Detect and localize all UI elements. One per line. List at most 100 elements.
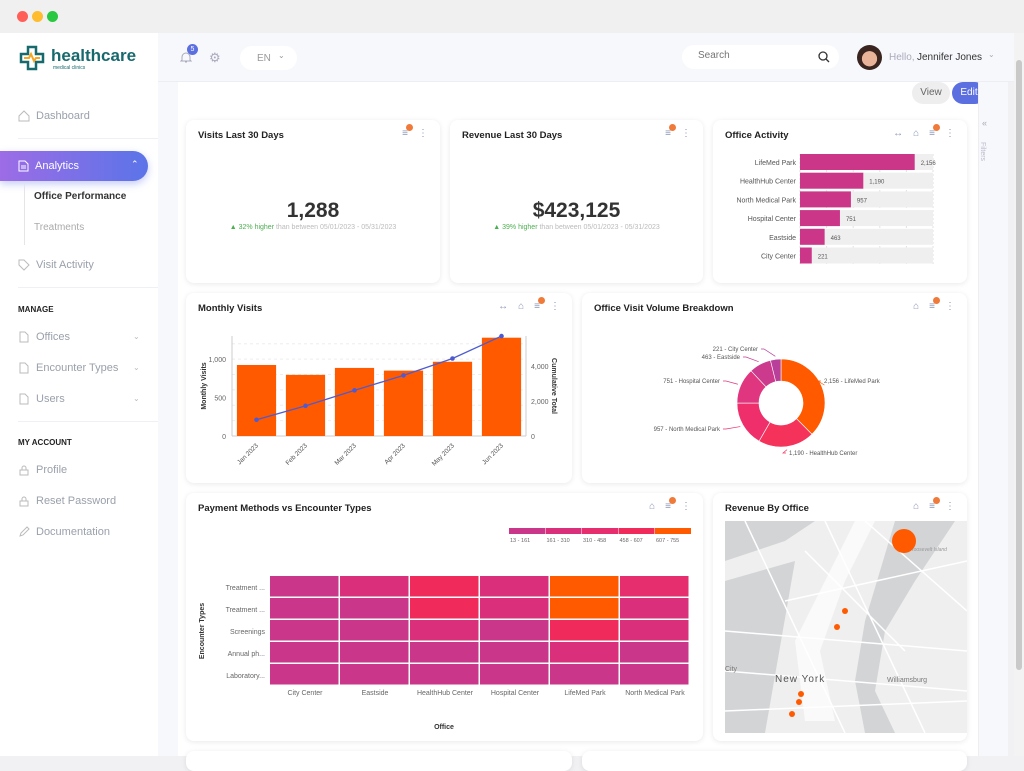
divider [18,421,158,422]
more-options-icon[interactable]: ⋮ [681,128,691,139]
visit-volume-donut: 2,156 - LifeMed Park 1,190 - HealthHub Ce… [654,347,881,457]
more-options-icon[interactable]: ⋮ [418,128,428,139]
filter-icon[interactable]: ≡ [929,297,940,312]
category-label: Eastside [769,235,796,242]
bar [800,247,812,264]
search-bar[interactable] [682,45,839,69]
robot-icon[interactable]: ⌂ [913,501,920,512]
chevron-down-icon[interactable]: ⌄ [988,50,995,59]
maximize-window-button[interactable] [47,11,58,22]
language-select[interactable]: EN ⌄ [240,46,297,70]
map-marker[interactable] [842,608,848,614]
more-options-icon[interactable]: ⋮ [945,128,955,139]
sidebar-item-offices[interactable]: Offices [18,331,70,343]
more-options-icon[interactable]: ⋮ [681,501,691,512]
brand-tagline: medical clinics [53,65,86,71]
map-marker[interactable] [834,624,840,630]
line-point [254,417,259,423]
sidebar-subitem-office-performance[interactable]: Office Performance [34,191,127,202]
document-icon [19,362,29,374]
chevron-down-icon[interactable]: ⌄ [133,394,140,403]
sidebar-item-visit-activity[interactable]: Visit Activity [18,259,94,271]
row-label: Screenings [230,629,266,636]
robot-icon[interactable]: ⌂ [913,128,920,139]
revenue-map[interactable]: New York Williamsburg City Roosevelt Isl… [725,521,967,733]
payment-heatmap: 13 - 161 161 - 310 310 - 458 458 - 607 607 -… [199,528,691,731]
line-point [450,356,455,361]
legend-swatch [545,528,582,534]
more-options-icon[interactable]: ⋮ [945,501,955,512]
expand-icon[interactable]: ↔ [498,301,509,312]
robot-icon[interactable]: ⌂ [649,501,656,512]
filter-icon[interactable]: ≡ [665,497,676,512]
more-options-icon[interactable]: ⋮ [550,301,560,312]
home-icon [18,110,30,122]
chevron-down-icon[interactable]: ⌄ [133,332,140,341]
heatmap-cell [620,598,689,619]
heatmap-cell [550,576,619,597]
brand-name: healthcare [51,46,137,65]
bar [481,337,522,436]
card-partial [582,751,967,771]
gear-icon[interactable]: ⚙ [209,50,221,65]
window-titlebar [0,0,1024,33]
kpi-change: ▲ 32% higher than between 05/01/2023 - 0… [186,224,440,231]
robot-icon[interactable]: ⌂ [913,301,920,312]
heatmap-cell [550,664,619,685]
sidebar-subitem-treatments[interactable]: Treatments [34,222,85,233]
heatmap-cell [270,620,339,641]
search-input[interactable] [698,50,808,61]
filter-icon[interactable]: ≡ [534,297,545,312]
map-label-williamsburg: Williamsburg [887,677,927,684]
sidebar-item-encounter-types[interactable]: Encounter Types [18,362,118,374]
scrollbar-thumb[interactable] [1016,60,1022,670]
map-marker[interactable] [789,711,795,717]
heatmap-cell [270,664,339,685]
sidebar-item-analytics[interactable]: Analytics ⌃ [0,151,148,181]
sidebar-item-documentation[interactable]: Documentation [18,526,110,538]
expand-icon[interactable]: ↔ [893,128,904,139]
map-label-new-york: New York [775,674,825,685]
line-point [401,373,406,378]
map-marker[interactable] [892,529,916,553]
y2-tick-label: 4,000 [531,364,549,371]
bar [383,370,424,436]
filter-icon[interactable]: ≡ [665,124,676,139]
more-options-icon[interactable]: ⋮ [945,301,955,312]
y-tick-label: 1,000 [208,357,226,364]
chevron-down-icon: ⌄ [278,51,285,60]
document-icon [19,393,29,405]
avatar[interactable] [857,45,882,70]
card-title: Monthly Visits [198,303,263,314]
sidebar-item-profile[interactable]: Profile [18,464,67,476]
filter-icon[interactable]: ≡ [929,497,940,512]
heatmap-cell [550,598,619,619]
label: Visit Activity [36,259,94,271]
filter-icon[interactable]: ≡ [402,124,413,139]
edit-button[interactable]: Edit [952,82,986,104]
filter-icon[interactable]: ≡ [929,124,940,139]
user-name[interactable]: Jennifer Jones [917,52,983,63]
bar [432,361,473,436]
card-title: Revenue By Office [725,503,809,514]
filters-panel[interactable]: « Filters [978,82,1008,756]
monthly-visits-card: Monthly Visits ↔ ⌂ ≡ ⋮ 0 500 1,000 0 2,000 4,000… [186,293,572,483]
heatmap-cell [620,576,689,597]
sidebar-item-dashboard[interactable]: Dashboard [18,110,90,122]
heatmap-cell [480,642,549,663]
brand-logo[interactable]: healthcare medical clinics [19,45,136,76]
search-icon[interactable] [818,51,830,63]
chevron-down-icon[interactable]: ⌄ [133,363,140,372]
data-label: 463 [831,236,842,242]
row-label: Treatment ... [226,585,265,592]
legend-label: 607 - 755 [656,538,679,544]
sidebar-item-users[interactable]: Users [18,393,65,405]
minimize-window-button[interactable] [32,11,43,22]
map-marker[interactable] [798,691,804,697]
collapse-chevrons-icon[interactable]: « [982,118,988,128]
map-marker[interactable] [796,699,802,705]
view-button[interactable]: View [912,82,950,104]
robot-icon[interactable]: ⌂ [518,301,525,312]
close-window-button[interactable] [17,11,28,22]
sidebar-item-reset-password[interactable]: Reset Password [18,495,116,507]
